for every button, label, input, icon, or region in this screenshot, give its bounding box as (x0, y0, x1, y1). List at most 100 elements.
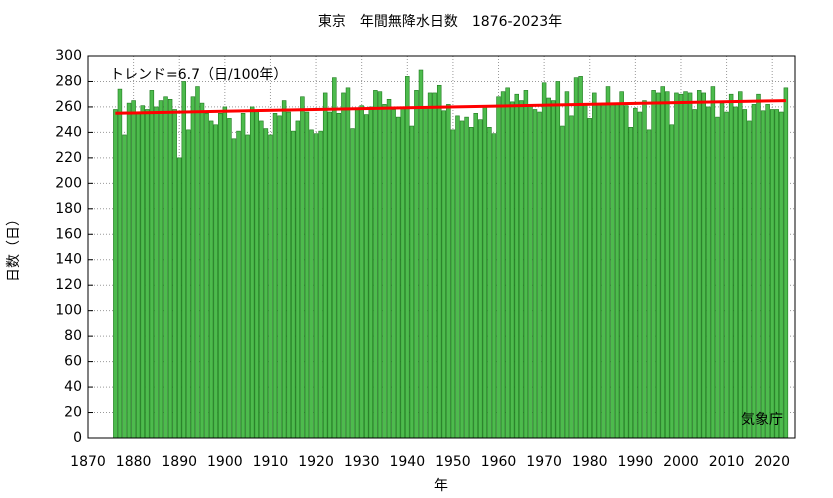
x-tick-label: 1920 (298, 454, 334, 470)
x-tick-label: 1940 (389, 454, 425, 470)
bar (249, 106, 255, 439)
bar (154, 106, 159, 439)
bar (446, 104, 451, 439)
bar (427, 92, 433, 439)
bar (674, 92, 679, 439)
y-tick-label: 160 (55, 226, 82, 242)
x-tick-label: 2020 (754, 454, 790, 470)
x-tick-label: 1880 (116, 454, 152, 470)
bar (500, 91, 506, 439)
bar (710, 86, 716, 439)
bar (779, 111, 784, 439)
bar (509, 101, 515, 439)
bar (286, 111, 291, 439)
bar (692, 109, 697, 439)
y-tick-label: 240 (55, 124, 82, 140)
bar (140, 105, 145, 439)
x-tick-label: 1950 (435, 454, 471, 470)
bar (117, 88, 123, 439)
bar (190, 96, 196, 439)
y-tick-label: 280 (55, 73, 82, 89)
bar (231, 138, 237, 439)
bar (186, 129, 191, 439)
bar (336, 113, 342, 439)
x-tick-label: 2010 (709, 454, 745, 470)
bar (683, 91, 688, 439)
bar (418, 69, 424, 439)
bar (573, 77, 579, 439)
bar (382, 104, 387, 439)
bar (149, 90, 155, 439)
bar (514, 93, 519, 439)
x-tick-label: 1900 (207, 454, 243, 470)
bar (660, 86, 665, 439)
bar (122, 134, 127, 439)
bar (295, 120, 301, 439)
bar (240, 113, 246, 439)
bar (706, 106, 711, 439)
bar (468, 127, 474, 439)
bar (628, 127, 634, 439)
bar (436, 84, 442, 439)
y-tick-label: 180 (55, 201, 82, 217)
bar (646, 129, 652, 439)
bar (236, 130, 241, 439)
bar (341, 92, 346, 439)
bar (596, 104, 602, 439)
x-tick-label: 1910 (253, 454, 289, 470)
bar (623, 105, 629, 439)
bar (551, 100, 556, 439)
bar (560, 125, 565, 439)
bar (409, 125, 415, 439)
x-axis-label: 年 (434, 478, 448, 494)
x-tick-label: 2000 (663, 454, 699, 470)
bar (327, 111, 332, 439)
x-tick-label: 1930 (344, 454, 380, 470)
bar (373, 90, 378, 439)
x-tick-label: 1890 (161, 454, 197, 470)
y-tick-label: 140 (55, 252, 82, 268)
bar (555, 81, 561, 439)
bar (678, 93, 684, 439)
bar (765, 104, 770, 439)
bar (167, 98, 173, 439)
bar (687, 92, 693, 439)
bar (455, 115, 460, 439)
bar (400, 106, 405, 439)
x-tick-label: 1870 (70, 454, 106, 470)
bar (377, 91, 383, 439)
bar (578, 76, 583, 439)
bar (733, 106, 738, 439)
bar (176, 157, 182, 439)
bar (158, 100, 164, 439)
bar (655, 92, 661, 439)
bar (665, 91, 670, 439)
bar (199, 102, 205, 439)
y-tick-label: 20 (64, 405, 82, 421)
bar (263, 128, 269, 439)
bar (478, 119, 483, 439)
bar (719, 102, 725, 439)
bar (546, 97, 551, 439)
bar (208, 120, 214, 439)
bar (459, 120, 465, 439)
source-annotation: 気象庁 (741, 412, 783, 428)
x-tick-label: 1970 (526, 454, 562, 470)
bar (395, 116, 401, 439)
bar (131, 100, 136, 439)
bar (126, 102, 132, 439)
bar (309, 129, 314, 439)
bar (532, 109, 538, 439)
bar (728, 93, 734, 439)
bar (318, 130, 323, 439)
x-tick-label: 1990 (618, 454, 654, 470)
bar (519, 100, 524, 439)
bar (350, 128, 355, 439)
bar (651, 90, 656, 439)
bar (386, 98, 392, 439)
bar (724, 111, 729, 439)
bar (464, 116, 469, 439)
bar (696, 90, 702, 439)
y-tick-label: 40 (64, 379, 82, 395)
